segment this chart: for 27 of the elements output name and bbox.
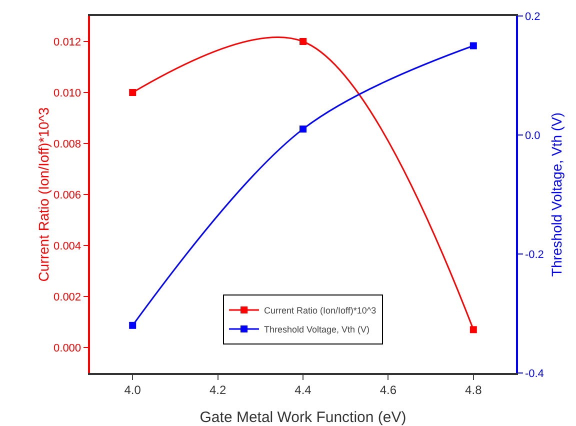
y-tick-label: 0.006 [54,189,82,202]
y2-tick-label: -0.4 [524,368,544,380]
y-axis-title: Current Ratio (Ion/Ioff)*10^3 [36,107,52,282]
x-tick-label: 4.4 [294,383,312,398]
x-tick-label: 4.2 [209,383,226,398]
y2-axis-title: Threshold Voltage, Vth (V) [548,112,564,277]
y2-tick-label: 0.2 [524,10,540,23]
legend-label: Current Ratio (Ion/Ioff)*10^3 [264,305,376,316]
y-tick-label: 0.012 [54,36,82,48]
x-tick-label: 4.8 [465,383,482,398]
point [129,322,136,329]
x-tick-label: 4.0 [124,383,142,398]
y-tick-label: 0.004 [54,240,82,252]
y-tick-label: 0.010 [54,87,82,100]
y-tick-label: 0.002 [54,291,82,304]
x-tick-label: 4.6 [380,383,397,398]
y2-tick-label: -0.2 [524,248,544,261]
legend-label: Threshold Voltage, Vth (V) [264,324,370,334]
x-axis-title: Gate Metal Work Function (eV) [200,409,406,426]
y2-tick-label: 0.0 [524,130,540,142]
point [129,89,136,96]
y-tick-label: 0.000 [54,342,82,354]
point [300,126,306,133]
point [470,326,477,334]
point [470,42,477,50]
y-tick-label: 0.008 [54,138,82,150]
point [300,38,306,45]
